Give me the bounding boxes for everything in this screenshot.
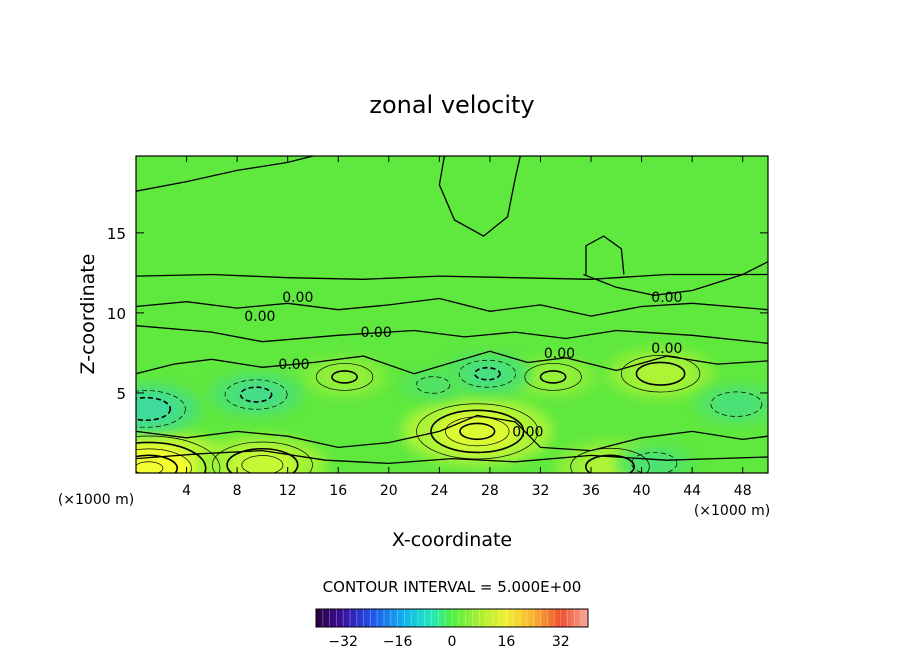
contour-label-3: 0.00 xyxy=(278,357,309,373)
contour-lines xyxy=(136,156,768,473)
contour-label-6: 0.00 xyxy=(651,290,682,306)
contour-ring-max-1-3 xyxy=(136,448,192,473)
x-ticks: 4 8 12 16 20 24 28 32 36 40 44 48 xyxy=(182,156,752,499)
x-tick-label-40: 40 xyxy=(633,483,651,499)
x-tick-label-24: 24 xyxy=(430,483,448,499)
zero-contour-5 xyxy=(136,414,768,452)
x-tick-label-12: 12 xyxy=(279,483,297,499)
x-tick-label-4: 4 xyxy=(182,483,191,499)
y-tick-label-10: 10 xyxy=(107,305,126,323)
zero-contour-2 xyxy=(136,297,768,317)
plot-area: 0.000.000.000.000.00 0.000.000.00 4 8 12 16 2… xyxy=(107,155,769,499)
contour-ring-min-8-2 xyxy=(239,386,273,403)
chart-title: zonal velocity xyxy=(369,91,534,119)
zero-contour-0 xyxy=(136,156,314,192)
contour-interval-text: CONTOUR INTERVAL = 5.000E+00 xyxy=(323,578,582,596)
colorbar-frame xyxy=(315,608,589,628)
colorbar-tick-label-3: 16 xyxy=(497,634,515,650)
x-tick-label-28: 28 xyxy=(481,483,499,499)
contour-ring-max-2-1 xyxy=(211,441,313,473)
field-core-min-11 xyxy=(414,374,452,395)
contour-ring-max-3-2 xyxy=(585,454,635,473)
velocity-field xyxy=(136,348,768,473)
contour-ring-max-1-2 xyxy=(136,441,207,473)
contour-label-5: 0.00 xyxy=(651,341,682,357)
colorbar-gradient xyxy=(316,609,588,627)
field-core-max-6 xyxy=(528,364,578,390)
contour-ring-max-3-1 xyxy=(570,447,650,473)
field-core-min-7 xyxy=(136,393,177,425)
x-tick-label-20: 20 xyxy=(380,483,398,499)
contour-ring-max-4-2 xyxy=(635,361,686,386)
zero-contour-4 xyxy=(136,350,768,375)
plot-frame xyxy=(135,155,769,474)
contour-labels: 0.00 0.00 0.00 0.00 0.00 0.00 0.00 0.00 xyxy=(244,290,682,440)
contour-ring-min-9-1 xyxy=(458,359,517,388)
contour-ring-max-1-4 xyxy=(136,454,178,473)
contour-label-4: 0.00 xyxy=(544,346,575,362)
contour-ring-max-0-1 xyxy=(416,403,539,460)
y-tick-label-15: 15 xyxy=(107,225,126,243)
contour-ring-min-11-1 xyxy=(415,376,451,394)
contour-ring-max-6-2 xyxy=(539,370,567,384)
x-tick-label-8: 8 xyxy=(233,483,242,499)
field-core-max-5 xyxy=(320,364,369,390)
zero-contour-8 xyxy=(585,235,625,275)
contour-label-0: 0.00 xyxy=(282,290,313,306)
colorbar-ticks: −32 −16 0 16 32 xyxy=(328,634,569,650)
field-core-min-9 xyxy=(463,361,512,387)
x-unit-left: (×1000 m) xyxy=(58,492,134,508)
x-axis-label: X-coordinate xyxy=(392,529,512,551)
colorbar-tick-label-4: 32 xyxy=(552,634,570,650)
contour-ring-max-0-2 xyxy=(430,409,525,454)
contour-ring-max-2-2 xyxy=(226,447,299,473)
x-tick-label-48: 48 xyxy=(734,483,752,499)
contour-ring-max-1-5 xyxy=(136,461,164,473)
contour-ring-max-1-1 xyxy=(136,435,221,473)
x-tick-label-16: 16 xyxy=(329,483,347,499)
contour-ring-max-0-3 xyxy=(445,416,510,447)
contour-ring-max-4-1 xyxy=(620,355,701,393)
contour-label-1: 0.00 xyxy=(244,309,275,325)
contour-label-2: 0.00 xyxy=(361,325,392,341)
field-core-min-8 xyxy=(230,381,282,408)
colorbar-tick-label-2: 0 xyxy=(448,634,457,650)
contour-ring-max-5-2 xyxy=(331,370,358,384)
contour-ring-max-2-3 xyxy=(241,455,284,473)
colorbar: −32 −16 0 16 32 xyxy=(315,608,589,650)
contour-ring-min-7-1 xyxy=(136,390,186,428)
contour-ring-max-0-4 xyxy=(459,422,496,441)
contour-ring-min-12-1 xyxy=(631,452,678,473)
field-core-max-4 xyxy=(630,358,691,389)
y-ticks: 5 10 15 xyxy=(107,225,768,403)
zero-contour-6 xyxy=(136,449,768,465)
x-tick-label-36: 36 xyxy=(582,483,600,499)
contour-ring-min-7-2 xyxy=(136,396,172,422)
contour-ring-min-10-1 xyxy=(710,391,763,417)
zero-contour-3 xyxy=(136,325,768,344)
contour-label-7: 0.00 xyxy=(512,424,543,440)
zero-contour-9 xyxy=(583,261,768,296)
zero-contour-7 xyxy=(438,156,521,237)
contour-ring-max-5-1 xyxy=(315,363,374,391)
field-core-max-1 xyxy=(136,445,196,473)
y-tick-label-5: 5 xyxy=(116,385,126,403)
contour-ring-min-8-1 xyxy=(224,379,288,410)
field-core-min-10 xyxy=(713,392,760,417)
field-core-max-0 xyxy=(435,410,519,452)
y-axis-label: Z-coordinate xyxy=(77,254,99,375)
colorbar-tick-label-0: −32 xyxy=(328,634,358,650)
colorbar-stripes xyxy=(322,609,582,627)
x-unit-right: (×1000 m) xyxy=(694,503,770,519)
zero-contour-1 xyxy=(136,273,768,280)
contour-ring-min-9-2 xyxy=(474,366,501,381)
contour-ring-max-6-1 xyxy=(524,363,582,391)
colorbar-tick-label-1: −16 xyxy=(383,634,413,650)
x-tick-label-44: 44 xyxy=(683,483,701,499)
x-tick-label-32: 32 xyxy=(532,483,550,499)
